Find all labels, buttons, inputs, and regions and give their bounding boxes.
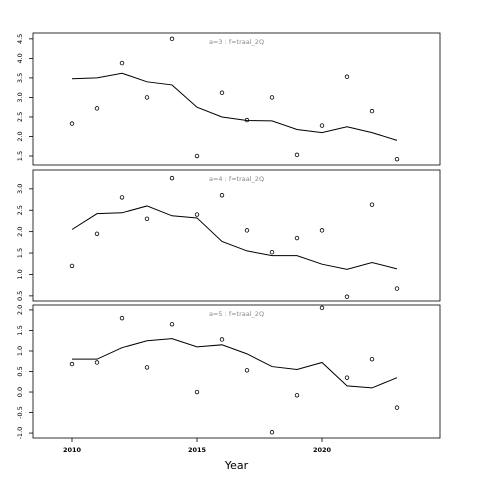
y-tick-label: 2.0: [16, 131, 24, 141]
y-tick-label: 1.5: [16, 248, 24, 258]
data-point: [344, 294, 350, 299]
x-tick-label: 2015: [188, 446, 207, 454]
panel-annotation: a=4 : f=traal_2Q: [209, 175, 264, 183]
x-tick-label: 2010: [63, 446, 82, 454]
data-point: [169, 36, 175, 42]
y-tick-label: 1.5: [16, 151, 24, 161]
data-point: [319, 228, 325, 233]
data-point: [69, 263, 75, 269]
y-tick-label: 4.0: [16, 53, 24, 63]
panel-frame: [32, 169, 441, 302]
y-tick-label: 2.0: [16, 226, 24, 236]
data-point: [344, 375, 350, 380]
data-point: [244, 228, 250, 233]
data-point: [294, 393, 300, 398]
data-point: [94, 106, 100, 111]
y-tick-label: 0.0: [16, 387, 24, 397]
y-tick-label: 1.0: [16, 346, 24, 356]
data-point: [194, 389, 200, 395]
data-point: [144, 365, 150, 370]
data-point: [119, 60, 125, 66]
data-point: [94, 231, 100, 236]
data-point: [294, 235, 300, 241]
data-point: [394, 405, 400, 410]
panel-annotation: a=5 : f=traal_2Q: [209, 310, 264, 318]
data-point: [319, 305, 325, 311]
data-point: [369, 202, 375, 207]
data-point: [144, 216, 150, 222]
data-point: [219, 337, 225, 342]
data-point: [119, 195, 125, 200]
data-point: [394, 286, 400, 291]
data-point: [169, 322, 175, 327]
y-tick-label: 3.0: [16, 92, 24, 102]
data-point: [344, 74, 350, 79]
y-tick-label: 3.5: [16, 73, 24, 83]
data-point: [144, 95, 150, 100]
data-point: [219, 90, 225, 95]
y-tick-label: -0.5: [16, 406, 24, 419]
data-point: [369, 108, 375, 114]
data-point: [269, 430, 275, 435]
y-tick-label: 2.5: [16, 205, 24, 215]
fitted-line: [72, 338, 398, 389]
data-point: [269, 249, 275, 255]
data-point: [269, 95, 275, 100]
y-tick-label: 0.5: [16, 291, 24, 301]
data-point: [69, 361, 75, 367]
data-point: [244, 368, 250, 373]
panel-annotation: a=3 : f=traal_2Q: [209, 38, 264, 46]
data-point: [194, 212, 200, 217]
fitted-line: [71, 205, 398, 270]
data-point: [219, 193, 225, 198]
y-tick-label: -1.0: [16, 427, 24, 440]
x-tick-label: 2020: [313, 446, 332, 454]
y-tick-label: 2.0: [16, 305, 24, 315]
fitted-line: [71, 72, 398, 141]
panel-frame: [32, 304, 441, 439]
y-tick-label: 3.0: [16, 184, 24, 194]
data-point: [94, 360, 100, 365]
data-point: [294, 152, 300, 158]
y-tick-label: 1.5: [16, 325, 24, 335]
data-point: [369, 356, 375, 362]
y-tick-label: 0.5: [16, 366, 24, 376]
data-point: [394, 156, 400, 162]
x-axis-label: Year: [224, 459, 249, 472]
data-point: [194, 153, 200, 159]
y-tick-label: 4.5: [16, 34, 24, 44]
y-tick-label: 1.0: [16, 269, 24, 279]
panel-frame: [32, 32, 441, 166]
y-tick-label: 2.5: [16, 112, 24, 122]
data-point: [319, 123, 325, 128]
data-point: [169, 175, 175, 181]
data-point: [119, 315, 125, 321]
data-point: [69, 121, 75, 126]
